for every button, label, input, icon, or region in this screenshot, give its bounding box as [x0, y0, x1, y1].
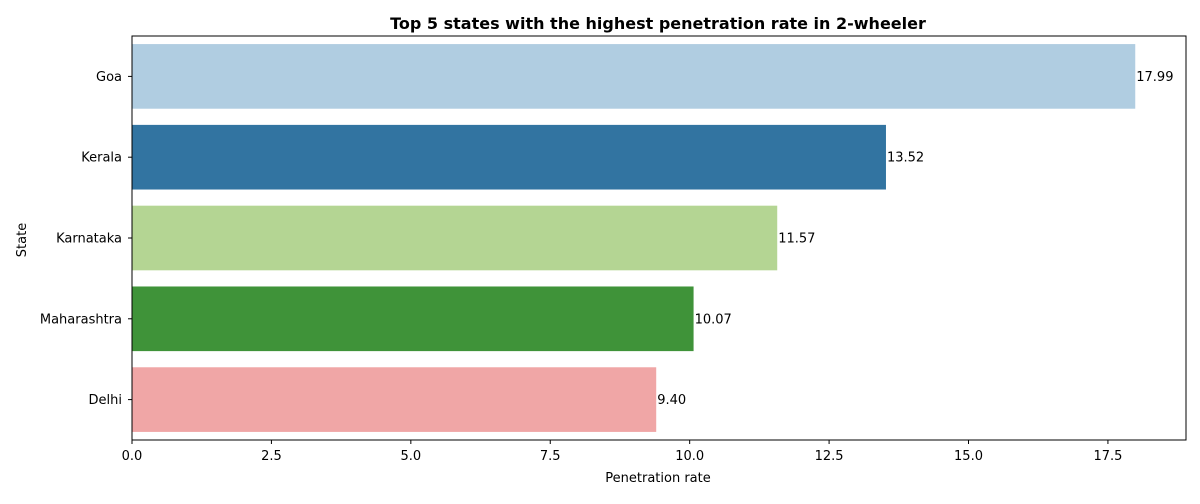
bar-maharashtra [132, 286, 694, 352]
y-tick-label-maharashtra: Maharashtra [40, 312, 122, 327]
y-tick-label-delhi: Delhi [89, 393, 122, 408]
value-label-karnataka: 11.57 [778, 232, 815, 247]
x-tick-label: 5.0 [400, 449, 421, 464]
y-tick-label-goa: Goa [96, 70, 122, 85]
value-label-goa: 17.99 [1136, 70, 1173, 85]
x-axis-label: Penetration rate [605, 471, 710, 486]
bars-layer [132, 44, 1136, 432]
y-axis-label: State [15, 223, 30, 257]
x-ticks-layer: 0.0 2.5 5.0 7.5 10.0 12.5 15.0 17.5 [122, 440, 1122, 464]
x-tick-label: 2.5 [261, 449, 282, 464]
y-ticks-layer: Goa Kerala Karnataka Maharashtra Delhi [40, 70, 132, 408]
x-tick-label: 0.0 [122, 449, 143, 464]
bar-goa [132, 44, 1136, 109]
value-label-kerala: 13.52 [887, 151, 924, 166]
x-tick-label: 10.0 [675, 449, 704, 464]
bar-delhi [132, 367, 657, 432]
x-tick-label: 7.5 [540, 449, 561, 464]
x-tick-label: 17.5 [1093, 449, 1122, 464]
value-label-maharashtra: 10.07 [695, 312, 732, 327]
chart-title: Top 5 states with the highest penetratio… [390, 14, 926, 33]
y-tick-label-karnataka: Karnataka [56, 232, 122, 247]
x-tick-label: 15.0 [954, 449, 983, 464]
value-labels-layer: 17.99 13.52 11.57 10.07 9.40 [657, 70, 1173, 408]
y-tick-label-kerala: Kerala [81, 151, 122, 166]
bar-karnataka [132, 205, 778, 271]
bar-kerala [132, 124, 886, 190]
value-label-delhi: 9.40 [657, 393, 686, 408]
x-tick-label: 12.5 [815, 449, 844, 464]
